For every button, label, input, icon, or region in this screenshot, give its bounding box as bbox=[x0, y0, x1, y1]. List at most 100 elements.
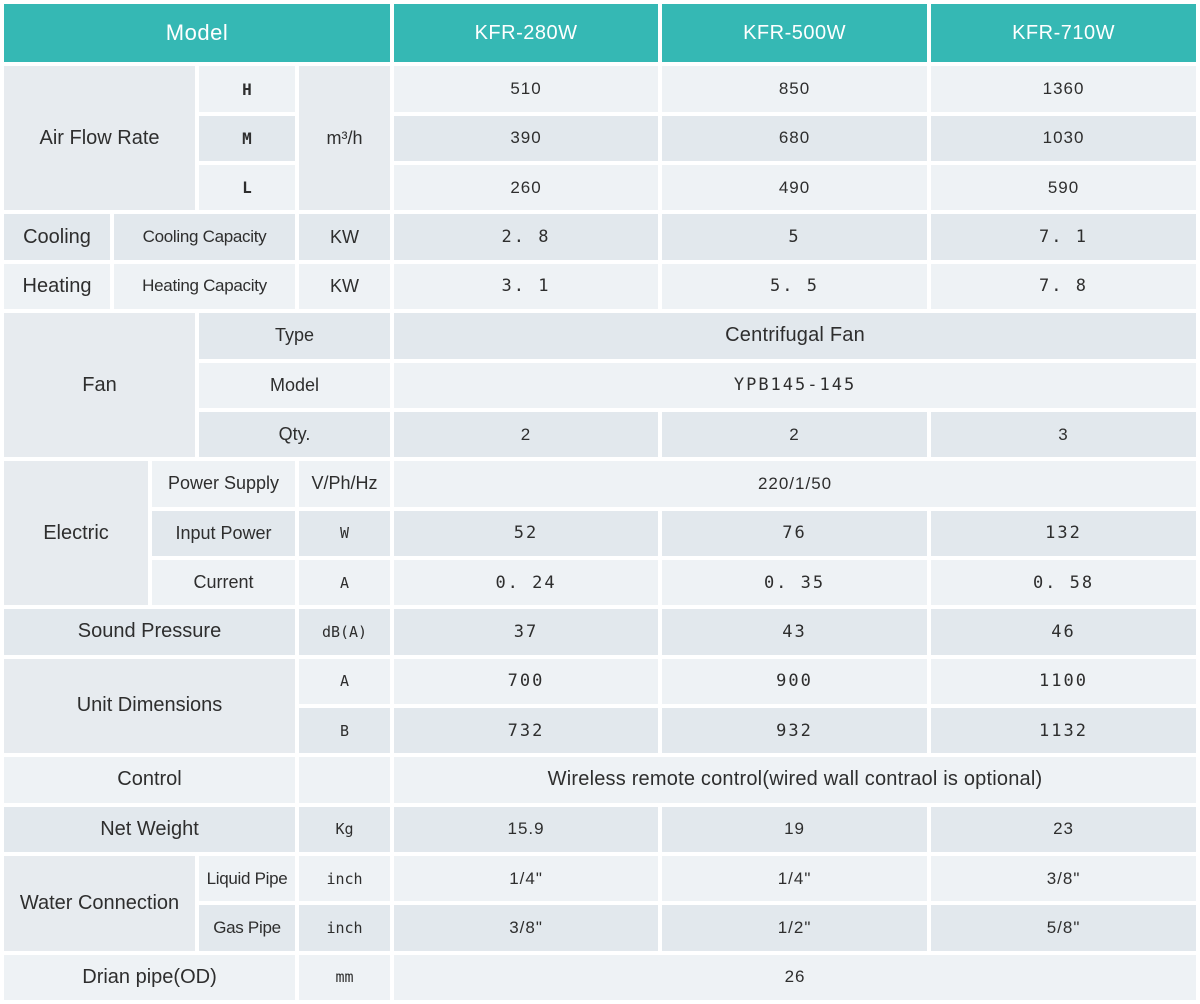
cooling-value-1: 2. 8 bbox=[394, 214, 659, 260]
sound-pressure-value-3: 46 bbox=[931, 609, 1197, 655]
table-row: Cooling Cooling Capacity KW 2. 8 5 7. 1 bbox=[4, 214, 1197, 260]
table-row: Net Weight Kg 15.9 19 23 bbox=[4, 806, 1197, 852]
air-flow-speed-m-label: M bbox=[199, 115, 295, 162]
fan-model-label: Model bbox=[199, 362, 391, 408]
net-weight-value-2: 19 bbox=[662, 806, 928, 852]
air-flow-rate-label: Air Flow Rate bbox=[4, 66, 195, 211]
fan-qty-value-3: 3 bbox=[931, 411, 1197, 458]
current-value-1: 0. 24 bbox=[394, 559, 659, 606]
air-flow-speed-l-label: L bbox=[199, 165, 295, 211]
drain-pipe-unit: mm bbox=[299, 954, 391, 1000]
liquid-pipe-value-3: 3/8" bbox=[931, 855, 1197, 902]
electric-label: Electric bbox=[4, 461, 148, 606]
air-flow-l-value-2: 490 bbox=[662, 165, 928, 211]
table-row: Water Connection Liquid Pipe inch 1/4" 1… bbox=[4, 855, 1197, 951]
dimension-b-value-1: 732 bbox=[394, 707, 659, 754]
heating-value-2: 5. 5 bbox=[662, 263, 928, 310]
fan-type-label: Type bbox=[199, 313, 391, 359]
power-supply-value: 220/1/50 bbox=[394, 461, 1197, 507]
heating-capacity-label: Heating Capacity bbox=[114, 263, 295, 310]
table-row: Heating Heating Capacity KW 3. 1 5. 5 7.… bbox=[4, 263, 1197, 310]
dimension-a-value-3: 1100 bbox=[931, 658, 1197, 704]
fan-qty-label: Qty. bbox=[199, 411, 391, 458]
table-row: Control Wireless remote control(wired wa… bbox=[4, 757, 1197, 803]
air-flow-l-value-1: 260 bbox=[394, 165, 659, 211]
heating-value-1: 3. 1 bbox=[394, 263, 659, 310]
unit-dimensions-label: Unit Dimensions bbox=[4, 658, 295, 754]
table-row: Qty. 2 2 3 bbox=[4, 411, 1197, 458]
air-flow-m-value-1: 390 bbox=[394, 115, 659, 162]
liquid-pipe-value-1: 1/4" bbox=[394, 855, 659, 902]
column-header-kfr-710w: KFR-710W bbox=[931, 4, 1197, 63]
air-flow-unit: m³/h bbox=[299, 66, 391, 211]
table-row: Electric Power Supply V/Ph/Hz 220/1/50 bbox=[4, 461, 1197, 606]
fan-type-value: Centrifugal Fan bbox=[394, 313, 1197, 359]
current-value-2: 0. 35 bbox=[662, 559, 928, 606]
table-row: B 732 932 1132 bbox=[4, 707, 1197, 754]
heating-unit: KW bbox=[299, 263, 391, 310]
air-flow-h-value-3: 1360 bbox=[931, 66, 1197, 112]
liquid-pipe-unit: inch bbox=[299, 855, 391, 902]
sound-pressure-unit: dB(A) bbox=[299, 609, 391, 655]
header-row: Model KFR-280W KFR-500W KFR-710W bbox=[4, 4, 1197, 63]
table-row: M 390 680 1030 bbox=[4, 115, 1197, 162]
air-flow-h-value-1: 510 bbox=[394, 66, 659, 112]
current-label: Current bbox=[152, 559, 295, 606]
net-weight-value-1: 15.9 bbox=[394, 806, 659, 852]
dimension-b-value-3: 1132 bbox=[931, 707, 1197, 754]
fan-model-value: YPB145-145 bbox=[394, 362, 1197, 408]
drain-pipe-value: 26 bbox=[394, 954, 1197, 1000]
control-value: Wireless remote control(wired wall contr… bbox=[394, 757, 1197, 803]
sound-pressure-value-2: 43 bbox=[662, 609, 928, 655]
current-unit: A bbox=[299, 559, 391, 606]
sound-pressure-value-1: 37 bbox=[394, 609, 659, 655]
gas-pipe-value-1: 3/8" bbox=[394, 905, 659, 951]
gas-pipe-value-2: 1/2" bbox=[662, 905, 928, 951]
gas-pipe-unit: inch bbox=[299, 905, 391, 951]
air-flow-m-value-2: 680 bbox=[662, 115, 928, 162]
dimension-a-value-1: 700 bbox=[394, 658, 659, 704]
input-power-label: Input Power bbox=[152, 510, 295, 556]
fan-label: Fan bbox=[4, 313, 195, 458]
model-header-cell: Model bbox=[4, 4, 391, 63]
air-flow-l-value-3: 590 bbox=[931, 165, 1197, 211]
fan-qty-value-2: 2 bbox=[662, 411, 928, 458]
net-weight-label: Net Weight bbox=[4, 806, 295, 852]
table-row: Drian pipe(OD) mm 26 bbox=[4, 954, 1197, 1000]
cooling-unit: KW bbox=[299, 214, 391, 260]
liquid-pipe-label: Liquid Pipe bbox=[199, 855, 295, 902]
input-power-value-2: 76 bbox=[662, 510, 928, 556]
net-weight-unit: Kg bbox=[299, 806, 391, 852]
gas-pipe-value-3: 5/8" bbox=[931, 905, 1197, 951]
table-row: Model YPB145-145 bbox=[4, 362, 1197, 408]
air-flow-h-value-2: 850 bbox=[662, 66, 928, 112]
water-connection-label: Water Connection bbox=[4, 855, 195, 951]
input-power-value-3: 132 bbox=[931, 510, 1197, 556]
table-row: Current A 0. 24 0. 35 0. 58 bbox=[4, 559, 1197, 606]
sound-pressure-label: Sound Pressure bbox=[4, 609, 295, 655]
air-flow-m-value-3: 1030 bbox=[931, 115, 1197, 162]
cooling-value-3: 7. 1 bbox=[931, 214, 1197, 260]
dimension-b-label: B bbox=[299, 707, 391, 754]
table-row: L 260 490 590 bbox=[4, 165, 1197, 211]
power-supply-label: Power Supply bbox=[152, 461, 295, 507]
control-label: Control bbox=[4, 757, 295, 803]
heating-label: Heating bbox=[4, 263, 110, 310]
cooling-capacity-label: Cooling Capacity bbox=[114, 214, 295, 260]
table-row: Sound Pressure dB(A) 37 43 46 bbox=[4, 609, 1197, 655]
input-power-unit: W bbox=[299, 510, 391, 556]
table-row: Fan Type Centrifugal Fan bbox=[4, 313, 1197, 458]
cooling-value-2: 5 bbox=[662, 214, 928, 260]
liquid-pipe-value-2: 1/4" bbox=[662, 855, 928, 902]
table-row: Air Flow Rate H m³/h 510 850 1360 bbox=[4, 66, 1197, 211]
cooling-label: Cooling bbox=[4, 214, 110, 260]
column-header-kfr-500w: KFR-500W bbox=[662, 4, 928, 63]
gas-pipe-label: Gas Pipe bbox=[199, 905, 295, 951]
power-supply-unit: V/Ph/Hz bbox=[299, 461, 391, 507]
fan-qty-value-1: 2 bbox=[394, 411, 659, 458]
table-row: Gas Pipe inch 3/8" 1/2" 5/8" bbox=[4, 905, 1197, 951]
current-value-3: 0. 58 bbox=[931, 559, 1197, 606]
heating-value-3: 7. 8 bbox=[931, 263, 1197, 310]
dimension-b-value-2: 932 bbox=[662, 707, 928, 754]
